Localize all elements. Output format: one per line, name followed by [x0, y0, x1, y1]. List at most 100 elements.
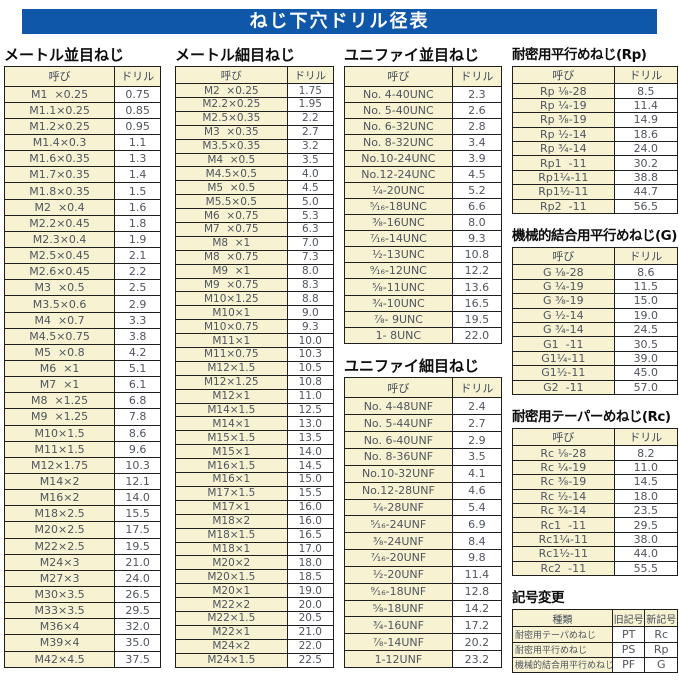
table-row: Rc2 -11 55.5 [512, 560, 679, 577]
thread-name-cell: 1-12UNF [344, 650, 453, 668]
thread-name-cell: M10×1 [175, 305, 288, 321]
table-row: No.10-32UNF 4.1 [344, 464, 503, 483]
thread-name-cell: M15×1 [175, 444, 288, 460]
drill-value-cell: 10.3 [286, 347, 335, 362]
table-row: 機械的結合用平行めねじ PF G [512, 656, 678, 674]
drill-value-cell: 30.5 [613, 336, 679, 352]
table-row: M1.6×0.35 1.3 [3, 150, 161, 168]
thread-name-cell: M1.6×0.35 [3, 150, 116, 168]
drill-value-cell: 55.5 [613, 560, 679, 577]
thread-name-cell: M36×4 [3, 618, 116, 636]
table-row: M1.1×0.25 0.85 [3, 101, 161, 119]
table-row: M14×2 12.1 [3, 472, 161, 491]
thread-name-cell: M33×3.5 [3, 602, 116, 620]
thread-name-cell: M8 ×0.75 [175, 249, 288, 265]
thread-name-cell: M7 ×0.75 [175, 222, 288, 237]
table-row: G ³⁄₈-19 15.0 [512, 293, 679, 309]
drill-value-cell: 21.0 [286, 624, 335, 640]
table-row: M10×1 9.0 [175, 305, 335, 321]
table-row: M1.4×0.3 1.1 [3, 134, 161, 152]
thread-name-cell: M24×2 [175, 638, 288, 654]
table-row: M2 ×0.25 1.75 [175, 83, 335, 98]
thread-name-cell: M6 ×0.75 [175, 208, 288, 224]
thread-name-cell: Rc1¹⁄₄-11 [512, 531, 615, 548]
table-row: M1 ×0.25 0.75 [3, 85, 161, 103]
header-row: 呼び ドリル [3, 66, 161, 87]
drill-value-cell: 21.0 [114, 553, 161, 571]
drill-value-cell: 15.0 [286, 472, 335, 487]
thread-name-cell: M22×2.5 [3, 537, 116, 555]
drill-value-cell: 29.5 [613, 517, 679, 533]
drill-value-cell: 6.6 [451, 198, 503, 216]
drill-value-cell: 10.0 [286, 333, 335, 349]
table-row: ⁹⁄₁₆-18UNF 12.8 [344, 582, 503, 601]
thread-name-cell: M10×1.25 [175, 291, 288, 307]
drill-value-cell: 0.75 [114, 85, 161, 103]
table-row: No. 8-32UNC 3.4 [344, 133, 503, 151]
thread-name-cell: M3 ×0.5 [3, 279, 116, 297]
drill-value-cell: 15.5 [286, 485, 335, 501]
thread-name-cell: No.10-32UNF [344, 464, 453, 483]
drill-value-cell: 14.2 [451, 599, 503, 618]
table-row: M2.3×0.4 1.9 [3, 230, 161, 249]
table-row: G1 -11 30.5 [512, 336, 679, 352]
thread-name-cell: M10×0.75 [175, 319, 288, 335]
unified-fine-table: 呼び ドリル No. 4-48UNF 2.4 No. 5-44UNF 2.7 No. 6-4… [344, 376, 503, 668]
table-row: M15×1 14.0 [175, 444, 335, 460]
thread-name-cell: M3 ×0.35 [175, 124, 288, 140]
table-row: Rp ³⁄₄-14 24.0 [512, 141, 679, 157]
drill-value-cell: 2.6 [451, 101, 503, 119]
table-row: M17×1.5 15.5 [175, 485, 335, 501]
unified-coarse-section: ユニファイ並目ねじ 呼び ドリル No. 4-40UNC 2.3 No. 5-40UNC… [344, 46, 503, 345]
thread-name-cell: M17×1.5 [175, 485, 288, 501]
drill-value-cell: 7.3 [286, 249, 335, 265]
thread-name-cell: M12×1.25 [175, 374, 288, 390]
thread-name-cell: M4 ×0.5 [175, 152, 288, 168]
drill-value-cell: 8.0 [286, 263, 335, 279]
table-row: M12×1.25 10.8 [175, 374, 335, 390]
thread-name-cell: M3.5×0.6 [3, 295, 116, 313]
drill-value-cell: 18.6 [613, 126, 679, 143]
thread-name-cell: M16×1 [175, 472, 288, 487]
header-row: 呼び ドリル [512, 65, 679, 85]
drill-value-cell: 6.3 [286, 222, 335, 237]
thread-name-cell: M8 ×1 [175, 235, 288, 251]
drill-value-cell: 11.0 [286, 388, 335, 404]
thread-name-cell: M11×1 [175, 333, 288, 349]
table-row: M9 ×0.75 8.3 [175, 277, 335, 293]
section-title-rp: 耐密用平行めねじ(Rp) [512, 47, 647, 63]
thread-name-cell: M18×2 [175, 513, 288, 529]
table-row: M33×3.5 29.5 [3, 602, 161, 620]
column-header: 種類 [512, 608, 613, 628]
thread-name-cell: M2.6×0.45 [3, 263, 116, 281]
thread-name-cell: ⁵⁄₈-18UNF [344, 599, 453, 618]
drill-value-cell: PS [611, 641, 646, 658]
thread-name-cell: M16×2 [3, 489, 116, 507]
table-row: M4.5×0.75 3.8 [3, 327, 161, 345]
thread-name-cell: M4 ×0.7 [3, 311, 116, 329]
table-row: M22×1.5 20.5 [175, 610, 335, 626]
drill-value-cell: 6.9 [451, 515, 503, 534]
drill-value-cell: 8.8 [286, 291, 335, 307]
section-title-unified-coarse: ユニファイ並目ねじ [344, 46, 480, 64]
table-row: M24×2 22.0 [175, 638, 335, 654]
drill-value-cell: 19.0 [613, 307, 679, 324]
drill-value-cell: 16.5 [451, 294, 503, 312]
thread-name-cell: M1.1×0.25 [3, 101, 116, 119]
thread-name-cell: M27×3 [3, 569, 116, 587]
drill-value-cell: 57.0 [613, 379, 679, 396]
table-row: Rp ³⁄₈-19 14.9 [512, 112, 679, 128]
table-row: 耐密用テーパめねじ PT Rc [512, 626, 678, 643]
thread-name-cell: M14×1 [175, 416, 288, 432]
thread-name-cell: M2 ×0.25 [175, 83, 288, 98]
table-row: M2.5×0.45 2.1 [3, 247, 161, 265]
drill-value-cell: 22.0 [286, 638, 335, 654]
thread-name-cell: M2.2×0.45 [3, 214, 116, 232]
table-row: Rc ³⁄₈-19 14.5 [512, 474, 679, 490]
thread-name-cell: M22×1 [175, 624, 288, 640]
thread-name-cell: M20×1 [175, 583, 288, 599]
drill-value-cell: 2.7 [451, 414, 503, 433]
table-row: M4.5×0.5 4.0 [175, 166, 335, 182]
column-header: 呼び [344, 376, 453, 399]
table-row: M36×4 32.0 [3, 618, 161, 636]
